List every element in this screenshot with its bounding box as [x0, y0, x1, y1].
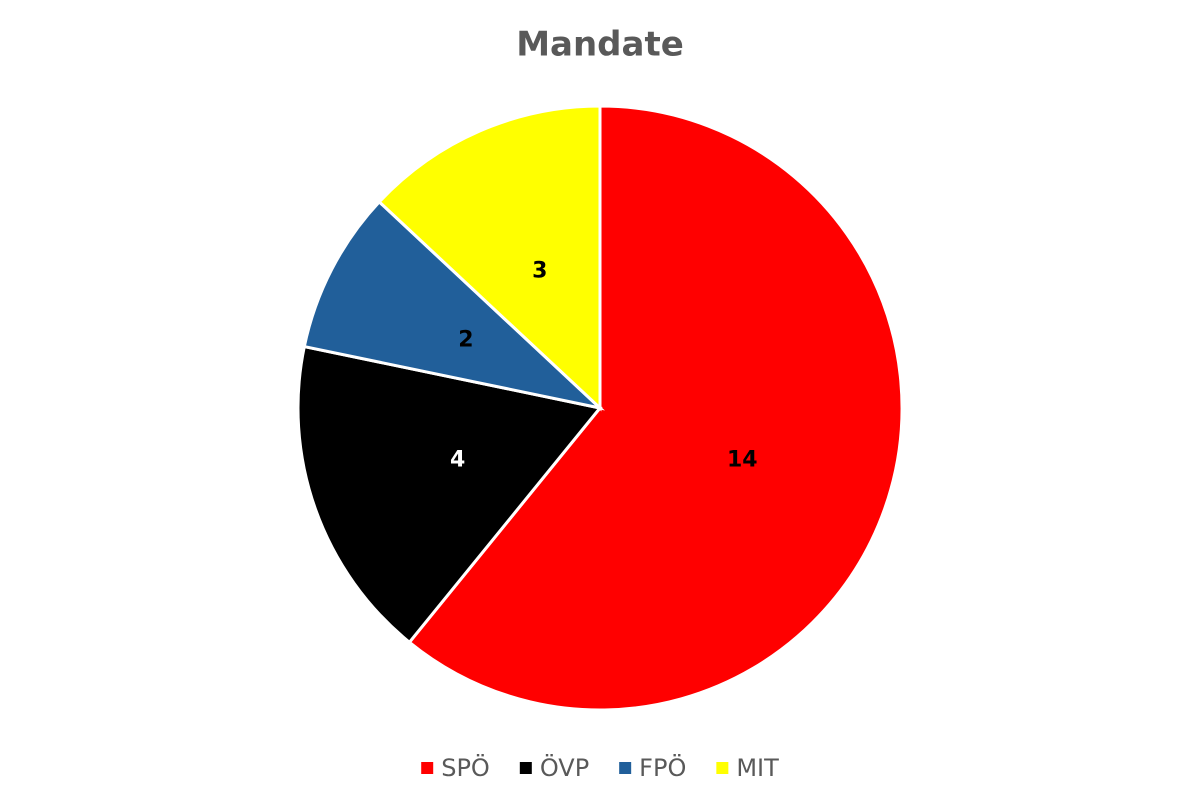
- legend-swatch: [716, 762, 729, 774]
- pie-slice: [377, 104, 602, 412]
- legend-label: SPÖ: [441, 753, 490, 782]
- pie-slice: [302, 199, 605, 411]
- chart-title: Mandate: [516, 25, 684, 65]
- pie-slice: [407, 104, 904, 712]
- legend-label: MIT: [736, 754, 779, 782]
- legend-label: ÖVP: [540, 753, 589, 782]
- pie: 14 4 2 3: [296, 104, 904, 712]
- legend: SPÖ ÖVP FPÖ MIT: [421, 753, 779, 782]
- value-label: 2: [458, 328, 473, 353]
- value-label: 4: [450, 448, 465, 473]
- legend-swatch: [619, 762, 632, 774]
- legend-swatch: [421, 762, 434, 774]
- pie-slice: [296, 344, 603, 645]
- value-label: 3: [532, 259, 547, 284]
- value-label: 14: [727, 448, 758, 473]
- legend-swatch: [519, 762, 532, 774]
- legend-label: FPÖ: [639, 753, 686, 782]
